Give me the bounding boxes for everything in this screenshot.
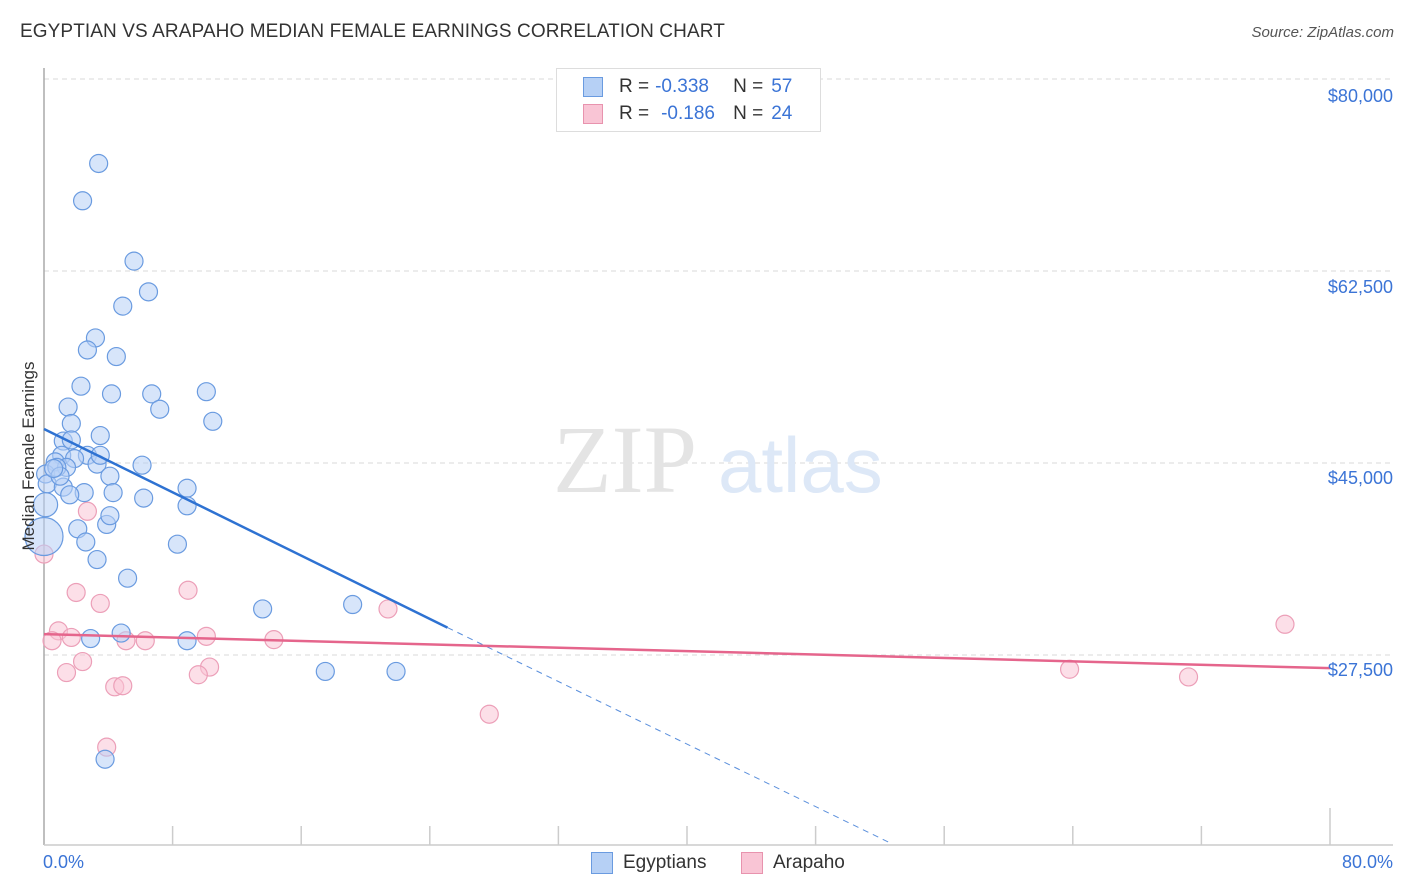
egyptian-point bbox=[113, 296, 133, 316]
arapaho-point bbox=[1178, 667, 1199, 687]
egyptian-point bbox=[95, 749, 115, 769]
egyptian-point bbox=[177, 478, 197, 498]
legend-item-arapaho[interactable]: Arapaho bbox=[741, 852, 845, 874]
legend-item-egyptians[interactable]: Egyptians bbox=[591, 852, 706, 874]
egyptian-point bbox=[77, 340, 98, 360]
egyptian-point bbox=[100, 506, 120, 526]
r-value: -0.186 bbox=[661, 103, 715, 124]
egyptian-point bbox=[124, 251, 144, 271]
watermark-zip: ZIP bbox=[553, 406, 697, 513]
y-tick-62500: $62,500 bbox=[1327, 277, 1393, 297]
egyptian-point bbox=[106, 346, 126, 367]
blue-swatch-icon bbox=[583, 77, 603, 97]
x-tick-max: 80.0% bbox=[1341, 852, 1393, 872]
legend-row-egyptians: R = -0.338 N = 57 bbox=[583, 75, 792, 99]
arapaho-point bbox=[1059, 659, 1080, 679]
pink-swatch-icon bbox=[583, 104, 603, 124]
arapaho-point bbox=[56, 662, 77, 683]
egyptian-point bbox=[117, 568, 138, 588]
correlation-legend: R = -0.338 N = 57 R = -0.186 N = 24 bbox=[556, 68, 821, 132]
egyptian-point bbox=[132, 455, 152, 475]
arapaho-point bbox=[479, 704, 499, 724]
r-label: R = bbox=[619, 76, 650, 97]
arapaho-point bbox=[66, 582, 86, 603]
y-tick-27500: $27,500 bbox=[1327, 660, 1393, 680]
egyptian-point bbox=[138, 282, 159, 302]
watermark-atlas: atlas bbox=[718, 421, 883, 509]
arapaho-point bbox=[77, 501, 98, 521]
egyptian-point bbox=[100, 466, 120, 486]
source-label: Source: ZipAtlas.com bbox=[1251, 24, 1394, 41]
n-value: 24 bbox=[771, 103, 793, 124]
egyptian-point bbox=[150, 399, 170, 419]
y-tick-45000: $45,000 bbox=[1327, 468, 1393, 488]
y-axis-label: Median Female Earnings bbox=[19, 361, 38, 551]
chart-title: EGYPTIAN VS ARAPAHO MEDIAN FEMALE EARNIN… bbox=[20, 21, 725, 42]
egyptian-point bbox=[58, 397, 78, 417]
n-value: 57 bbox=[771, 76, 793, 97]
r-label: R = bbox=[619, 103, 650, 124]
egyptian-point bbox=[343, 594, 363, 615]
egyptian-point bbox=[60, 485, 80, 505]
egyptian-point bbox=[253, 599, 273, 619]
pink-swatch-icon bbox=[741, 852, 763, 874]
egyptian-point bbox=[87, 549, 107, 570]
n-label: N = bbox=[733, 76, 764, 97]
arapaho-trend-line bbox=[43, 632, 1331, 670]
egyptian-point bbox=[90, 425, 110, 446]
egyptian-point bbox=[386, 661, 406, 682]
egyptian-point bbox=[203, 411, 223, 431]
legend-row-arapaho: R = -0.186 N = 24 bbox=[583, 102, 792, 126]
egyptian-point bbox=[315, 661, 335, 682]
egyptian-point bbox=[61, 413, 81, 434]
arapaho-point bbox=[90, 593, 110, 614]
egyptian-point bbox=[111, 623, 131, 643]
legend-label: Egyptians bbox=[623, 852, 707, 873]
egyptian-point bbox=[72, 191, 93, 211]
arapaho-point bbox=[42, 631, 62, 651]
egyptian-point bbox=[24, 516, 64, 557]
egyptians-trend-extension bbox=[447, 627, 890, 844]
egyptian-point bbox=[71, 376, 91, 396]
n-label: N = bbox=[733, 103, 764, 124]
arapaho-point bbox=[196, 626, 216, 646]
arapaho-point bbox=[72, 651, 93, 672]
arapaho-point bbox=[61, 627, 81, 648]
r-value: -0.338 bbox=[655, 76, 709, 97]
egyptian-point bbox=[44, 458, 64, 479]
arapaho-point bbox=[135, 631, 155, 651]
arapaho-point bbox=[1275, 614, 1295, 634]
x-tick-min: 0.0% bbox=[43, 852, 85, 872]
arapaho-point bbox=[178, 580, 198, 600]
legend-label: Arapaho bbox=[773, 852, 845, 873]
egyptian-point bbox=[89, 153, 109, 174]
egyptian-point bbox=[142, 384, 162, 404]
egyptians-trend-line bbox=[43, 427, 449, 629]
egyptian-point bbox=[76, 532, 96, 552]
arapaho-point bbox=[378, 599, 398, 619]
egyptian-point bbox=[134, 488, 154, 508]
egyptian-point bbox=[101, 384, 122, 404]
arapaho-point bbox=[113, 676, 133, 696]
egyptian-point bbox=[177, 631, 197, 651]
egyptian-point bbox=[81, 628, 101, 649]
y-tick-80000: $80,000 bbox=[1327, 86, 1393, 106]
arapaho-point bbox=[188, 665, 208, 685]
egyptian-point bbox=[103, 483, 123, 503]
blue-swatch-icon bbox=[591, 852, 613, 874]
egyptian-point bbox=[33, 492, 59, 518]
egyptian-point bbox=[167, 534, 188, 554]
egyptian-point bbox=[196, 382, 216, 402]
